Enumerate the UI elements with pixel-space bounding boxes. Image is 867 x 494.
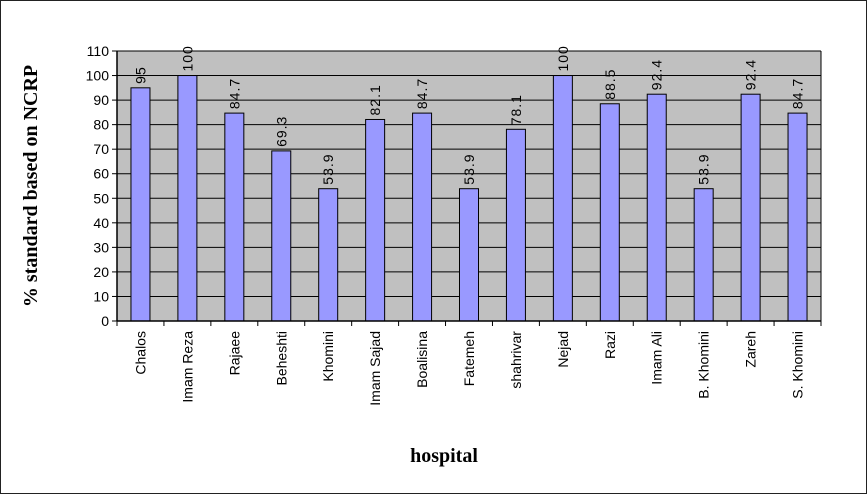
bar-razi — [600, 104, 619, 321]
x-tick-label: Nejad — [555, 331, 571, 368]
x-tick-label: Rajaee — [226, 331, 242, 376]
y-tick-label: 0 — [101, 313, 109, 329]
y-tick-label: 50 — [93, 190, 109, 206]
x-tick-label: Imam Ali — [649, 331, 665, 385]
data-label: 92.4 — [649, 59, 665, 90]
y-axis-title: % standard based on NCRP — [20, 65, 42, 307]
x-tick-label: Razi — [602, 331, 618, 359]
data-label: 69.3 — [273, 116, 289, 147]
data-label: 53.9 — [696, 153, 712, 184]
y-tick-label: 60 — [93, 166, 109, 182]
x-tick-label: Chalos — [132, 331, 148, 375]
bar-chalos — [131, 88, 150, 321]
y-tick-label: 40 — [93, 215, 109, 231]
x-tick-label: shahrivar — [508, 331, 524, 389]
y-tick-labels: 0 10 20 30 40 50 60 70 80 90 100 110 — [86, 43, 110, 329]
data-label: 53.9 — [461, 153, 477, 184]
bar-beheshti — [272, 151, 291, 321]
bar-khomini — [319, 189, 338, 321]
y-tick-label: 20 — [93, 264, 109, 280]
y-tick-label: 90 — [93, 92, 109, 108]
x-tick-label: Imam Sajad — [367, 331, 383, 406]
bar-rajaee — [225, 113, 244, 321]
data-label: 78.1 — [508, 94, 524, 125]
x-tick-label: Boalisina — [414, 331, 430, 388]
data-label: 100 — [179, 45, 195, 71]
data-label: 84.7 — [790, 78, 806, 109]
bar-fatemeh — [460, 189, 479, 321]
data-label: 100 — [555, 45, 571, 71]
x-tick-label: Fatemeh — [461, 331, 477, 386]
bar-imam-sajad — [366, 119, 385, 321]
data-label: 84.7 — [226, 78, 242, 109]
bar-s-khomini — [788, 113, 807, 321]
y-tick-label: 80 — [93, 117, 109, 133]
data-label: 84.7 — [414, 78, 430, 109]
bar-nejad — [553, 76, 572, 321]
x-tick-label: Khomini — [320, 331, 336, 382]
bar-zareh — [741, 94, 760, 321]
data-label: 82.1 — [367, 84, 383, 115]
x-tick-labels: Chalos Imam Reza Rajaee Beheshti Khomini Imam… — [132, 331, 805, 406]
y-tick-label: 70 — [93, 141, 109, 157]
x-axis-title: hospital — [410, 445, 478, 467]
bar-shahrivar — [506, 129, 525, 321]
data-label: 95 — [132, 66, 148, 84]
y-tick-label: 10 — [93, 288, 109, 304]
bar-b-khomini — [694, 189, 713, 321]
y-tick-label: 30 — [93, 239, 109, 255]
bar-boalisina — [413, 113, 432, 321]
x-tick-label: S. Khomini — [790, 331, 806, 399]
x-tick-label: Imam Reza — [179, 331, 195, 403]
data-label: 88.5 — [602, 69, 618, 100]
x-tick-label: B. Khomini — [696, 331, 712, 399]
bar-imam-ali — [647, 94, 666, 321]
x-tick-label: Beheshti — [273, 331, 289, 385]
data-label: 92.4 — [743, 59, 759, 90]
data-label: 53.9 — [320, 153, 336, 184]
x-tick-label: Zareh — [743, 331, 759, 368]
y-tick-label: 100 — [86, 68, 110, 84]
bar-imam-reza — [178, 76, 197, 321]
y-tick-label: 110 — [87, 43, 110, 59]
